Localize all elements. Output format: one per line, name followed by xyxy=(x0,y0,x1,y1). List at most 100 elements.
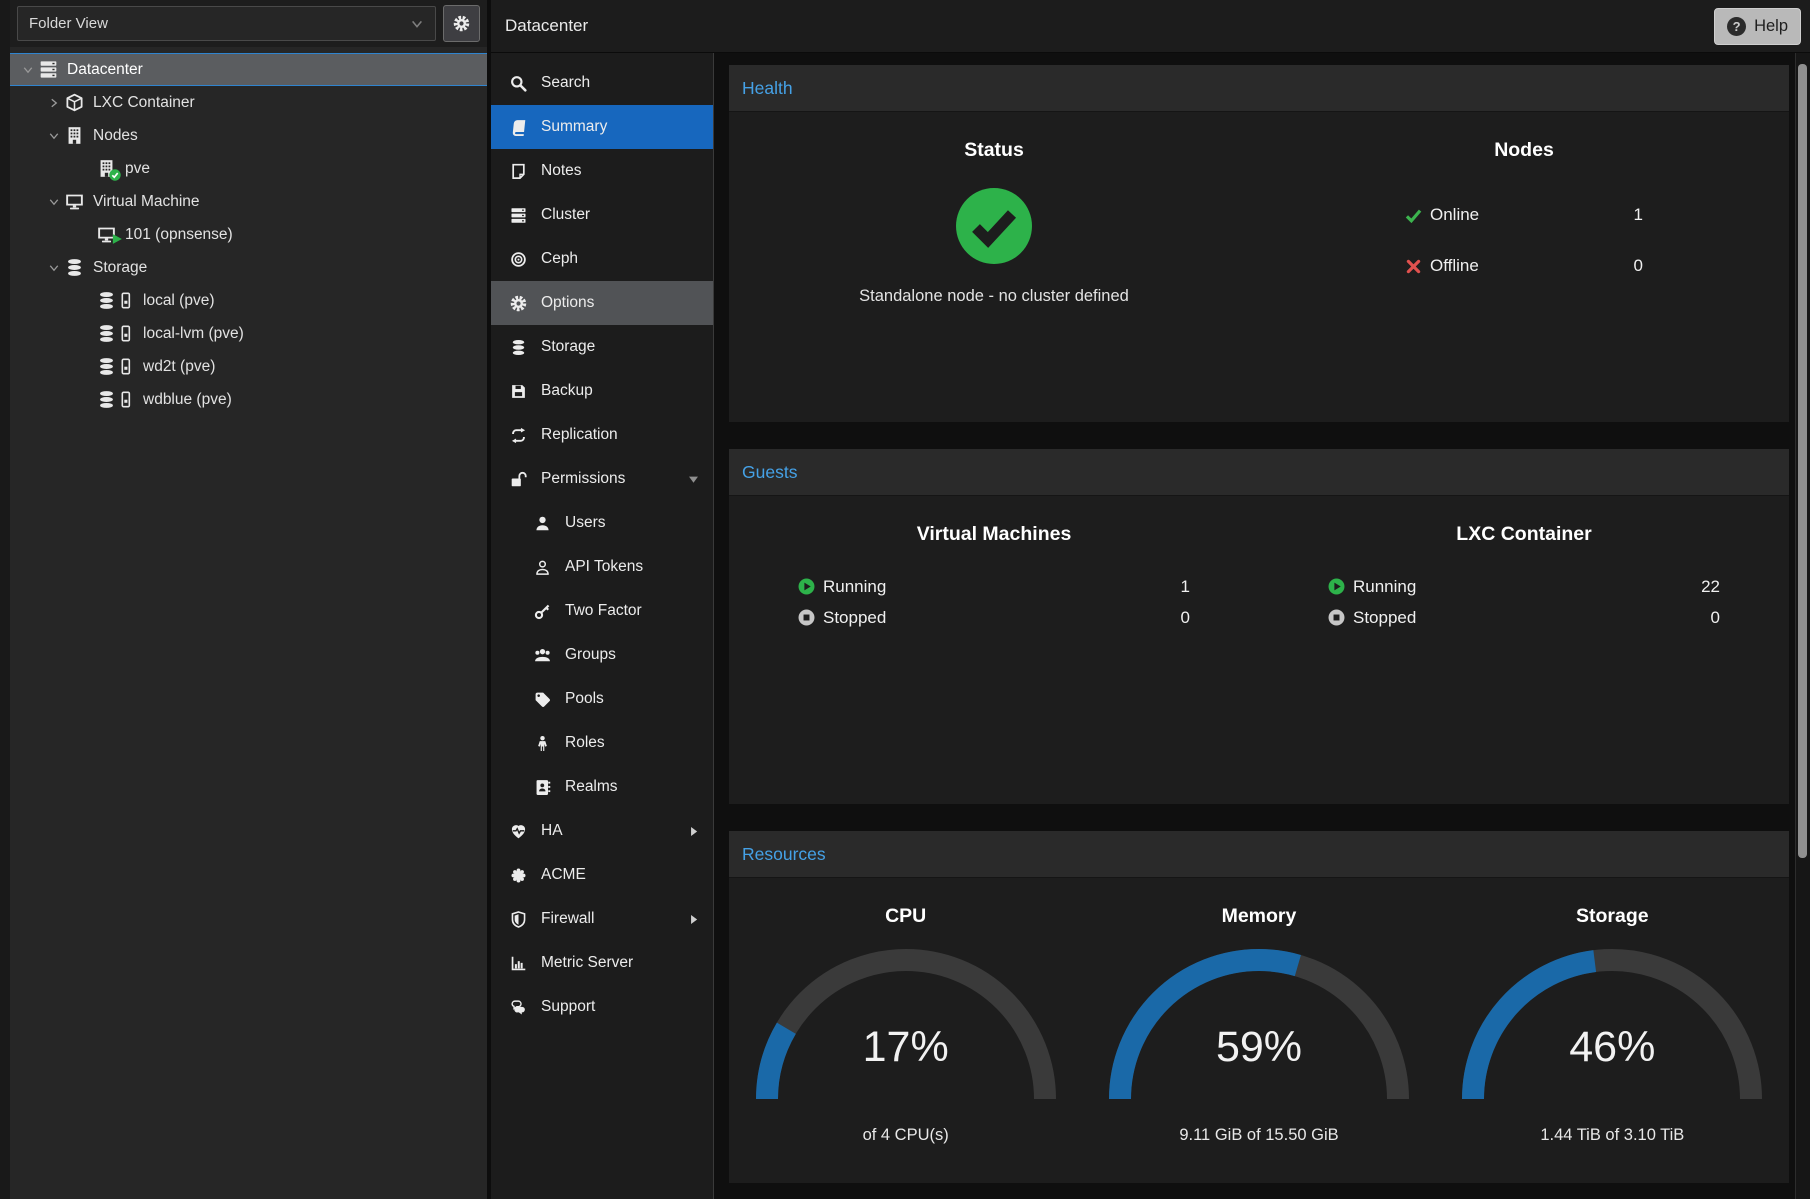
nav-item-label: Two Factor xyxy=(565,602,642,620)
database-drive-icon xyxy=(97,357,134,376)
vertical-scrollbar[interactable] xyxy=(1795,53,1810,1199)
scrollbar-thumb[interactable] xyxy=(1798,64,1807,858)
health-panel-body: Status Standalone node - no cluster defi… xyxy=(729,112,1789,422)
tree-item-storage-local[interactable]: local (pve) xyxy=(10,284,487,317)
row-label: Running xyxy=(823,577,886,597)
resources-panel-body: CPU 17% of 4 CPU(s) Memory xyxy=(729,878,1789,1183)
nav-item-label: Backup xyxy=(541,382,593,400)
row-value: 0 xyxy=(1634,256,1643,276)
seal-icon xyxy=(509,867,528,884)
nav-item-two-factor[interactable]: Two Factor xyxy=(491,589,713,633)
chevron-down-icon[interactable] xyxy=(48,262,65,274)
tree-item-pve[interactable]: pve xyxy=(10,152,487,185)
nav-item-metric-server[interactable]: Metric Server xyxy=(491,941,713,985)
tree-settings-button[interactable] xyxy=(443,5,480,42)
tree-item-label: LXC Container xyxy=(93,94,195,112)
key-icon xyxy=(533,603,552,620)
nav-item-search[interactable]: Search xyxy=(491,61,713,105)
nav-item-label: Users xyxy=(565,514,605,532)
datacenter-nav: Search Summary Notes Cluster Ceph Option… xyxy=(491,53,714,1199)
row-label: Offline xyxy=(1430,256,1479,276)
storage-gauge-value: 46% xyxy=(1462,1023,1762,1072)
note-icon xyxy=(509,163,528,180)
nav-item-roles[interactable]: Roles xyxy=(491,721,713,765)
tree-item-storage[interactable]: Storage xyxy=(10,251,487,284)
nav-item-label: Firewall xyxy=(541,910,594,928)
tree-item-datacenter[interactable]: Datacenter xyxy=(10,53,487,86)
status-ok-check-icon xyxy=(954,186,1034,266)
lxc-column: LXC Container Running 22 Stopped xyxy=(1259,496,1789,804)
nav-item-label: Options xyxy=(541,294,594,312)
tree-item-storage-wdblue[interactable]: wdblue (pve) xyxy=(10,383,487,416)
nav-item-api-tokens[interactable]: API Tokens xyxy=(491,545,713,589)
tree-item-label: 101 (opnsense) xyxy=(125,226,233,244)
nav-item-acme[interactable]: ACME xyxy=(491,853,713,897)
nav-item-cluster[interactable]: Cluster xyxy=(491,193,713,237)
tree-item-storage-local-lvm[interactable]: local-lvm (pve) xyxy=(10,317,487,350)
help-button[interactable]: ? Help xyxy=(1714,8,1801,45)
nav-item-ha[interactable]: HA xyxy=(491,809,713,853)
tree-item-nodes[interactable]: Nodes xyxy=(10,119,487,152)
floppy-icon xyxy=(509,383,528,400)
memory-gauge-column: Memory 59% 9.11 GiB of 15.50 GiB xyxy=(1082,878,1435,1183)
gear-icon xyxy=(509,295,528,312)
database-icon xyxy=(65,258,84,277)
vm-column-title: Virtual Machines xyxy=(917,523,1072,546)
bar-chart-icon xyxy=(509,955,528,972)
view-mode-select[interactable]: Folder View xyxy=(17,6,436,41)
lxc-rows: Running 22 Stopped 0 xyxy=(1328,571,1720,633)
chevron-right-icon[interactable] xyxy=(48,97,65,109)
submenu-arrow-icon[interactable] xyxy=(687,913,700,926)
nav-item-notes[interactable]: Notes xyxy=(491,149,713,193)
cpu-gauge-sublabel: of 4 CPU(s) xyxy=(863,1126,949,1145)
health-panel-title: Health xyxy=(729,65,1789,112)
collapse-arrow-icon[interactable] xyxy=(687,473,700,486)
guests-panel: Guests Virtual Machines Running 1 xyxy=(729,449,1789,804)
nodes-column: Nodes Online 1 Offline 0 xyxy=(1259,112,1789,422)
tree-item-vm-101[interactable]: 101 (opnsense) xyxy=(10,218,487,251)
nav-item-groups[interactable]: Groups xyxy=(491,633,713,677)
nav-item-label: Roles xyxy=(565,734,605,752)
memory-gauge-value: 59% xyxy=(1109,1023,1409,1072)
proxmox-app: Folder View Datacenter LXC Container xyxy=(0,0,1810,1199)
nav-item-pools[interactable]: Pools xyxy=(491,677,713,721)
chevron-down-icon[interactable] xyxy=(48,196,65,208)
storage-gauge-title: Storage xyxy=(1576,905,1649,928)
nav-item-options[interactable]: Options xyxy=(491,281,713,325)
tree-item-label: Virtual Machine xyxy=(93,193,200,211)
storage-gauge-column: Storage 46% 1.44 TiB of 3.10 TiB xyxy=(1436,878,1789,1183)
tree-item-storage-wd2t[interactable]: wd2t (pve) xyxy=(10,350,487,383)
tree-item-lxc-container[interactable]: LXC Container xyxy=(10,86,487,119)
help-button-label: Help xyxy=(1754,17,1788,36)
tree-item-virtual-machine[interactable]: Virtual Machine xyxy=(10,185,487,218)
chat-icon xyxy=(509,999,528,1016)
user-outline-icon xyxy=(533,559,552,576)
guests-panel-body: Virtual Machines Running 1 Stopped xyxy=(729,496,1789,804)
lxc-running-row: Running 22 xyxy=(1328,571,1720,602)
nav-item-backup[interactable]: Backup xyxy=(491,369,713,413)
nav-item-realms[interactable]: Realms xyxy=(491,765,713,809)
submenu-arrow-icon[interactable] xyxy=(687,825,700,838)
monitor-icon xyxy=(65,192,84,211)
resource-tree-panel: Folder View Datacenter LXC Container xyxy=(10,0,491,1199)
nav-item-label: ACME xyxy=(541,866,586,884)
monitor-icon xyxy=(97,225,116,244)
nav-item-replication[interactable]: Replication xyxy=(491,413,713,457)
nav-item-support[interactable]: Support xyxy=(491,985,713,1029)
nav-item-label: Summary xyxy=(541,118,607,136)
nodes-online-row: Online 1 xyxy=(1405,198,1643,232)
nav-item-storage[interactable]: Storage xyxy=(491,325,713,369)
nav-item-firewall[interactable]: Firewall xyxy=(491,897,713,941)
nav-item-label: Groups xyxy=(565,646,616,664)
nav-item-permissions[interactable]: Permissions xyxy=(491,457,713,501)
chevron-down-icon[interactable] xyxy=(22,64,39,76)
stop-circle-icon xyxy=(798,609,815,626)
unlock-icon xyxy=(509,471,528,488)
row-label: Stopped xyxy=(823,608,886,628)
chevron-down-icon[interactable] xyxy=(48,130,65,142)
vm-rows: Running 1 Stopped 0 xyxy=(798,571,1190,633)
heartbeat-icon xyxy=(509,823,528,840)
nav-item-ceph[interactable]: Ceph xyxy=(491,237,713,281)
nav-item-users[interactable]: Users xyxy=(491,501,713,545)
nav-item-summary[interactable]: Summary xyxy=(491,105,713,149)
